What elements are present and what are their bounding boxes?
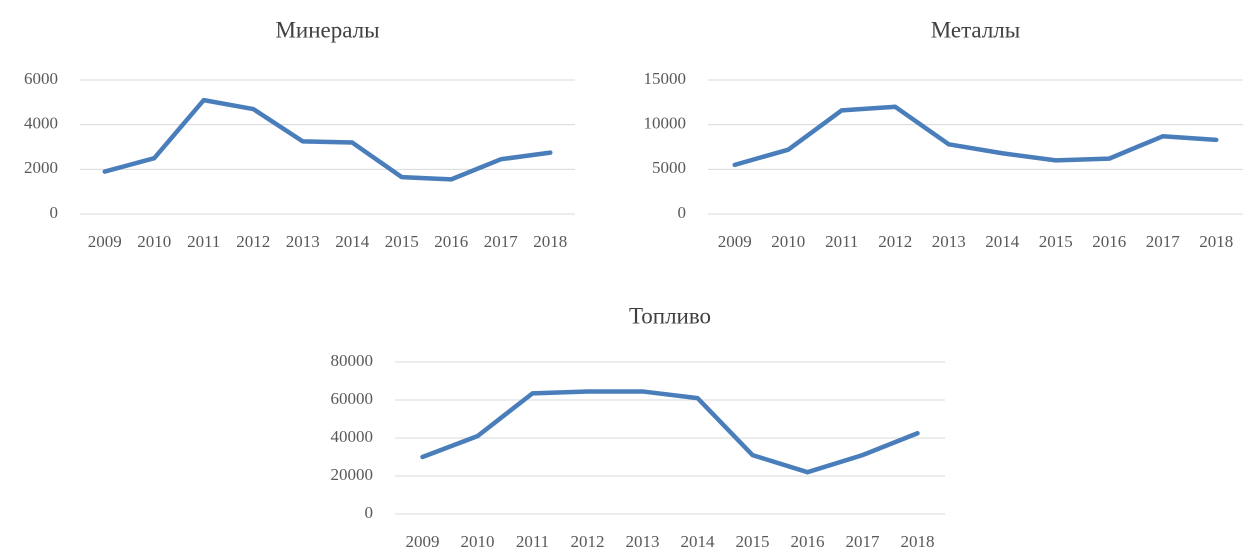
y-tick-label: 10000 — [644, 114, 687, 133]
x-tick-label: 2009 — [88, 232, 122, 251]
series-line — [420, 389, 920, 475]
x-tick-label: 2017 — [484, 232, 519, 251]
y-tick-label: 60000 — [331, 389, 374, 408]
x-tick-label: 2010 — [461, 532, 495, 549]
y-tick-label: 0 — [50, 203, 59, 222]
x-tick-label: 2018 — [533, 232, 567, 251]
x-tick-label: 2013 — [626, 532, 660, 549]
x-tick-label: 2018 — [1199, 232, 1233, 251]
x-tick-label: 2009 — [406, 532, 440, 549]
y-tick-label: 40000 — [331, 427, 374, 446]
x-tick-label: 2014 — [985, 232, 1020, 251]
x-tick-label: 2015 — [736, 532, 770, 549]
y-tick-label: 80000 — [331, 351, 374, 370]
chart-title: Минералы — [275, 17, 379, 42]
x-tick-label: 2011 — [187, 232, 220, 251]
y-tick-label: 2000 — [24, 158, 58, 177]
x-tick-label: 2010 — [771, 232, 805, 251]
x-tick-label: 2017 — [1146, 232, 1181, 251]
x-tick-label: 2009 — [718, 232, 752, 251]
x-tick-label: 2014 — [335, 232, 370, 251]
x-tick-label: 2016 — [791, 532, 825, 549]
x-tick-label: 2017 — [846, 532, 881, 549]
y-tick-label: 0 — [678, 203, 687, 222]
y-tick-label: 5000 — [652, 158, 686, 177]
x-tick-label: 2012 — [571, 532, 605, 549]
y-tick-label: 6000 — [24, 69, 58, 88]
x-tick-label: 2014 — [681, 532, 716, 549]
x-tick-label: 2013 — [932, 232, 966, 251]
x-tick-label: 2010 — [137, 232, 171, 251]
chart-title: Металлы — [931, 17, 1021, 42]
x-tick-label: 2012 — [878, 232, 912, 251]
series-line — [732, 104, 1219, 168]
x-tick-label: 2016 — [434, 232, 468, 251]
y-tick-label: 15000 — [644, 69, 687, 88]
series-line — [102, 97, 553, 182]
x-tick-label: 2015 — [1039, 232, 1073, 251]
x-tick-label: 2013 — [286, 232, 320, 251]
y-tick-label: 0 — [365, 503, 374, 522]
x-tick-label: 2011 — [825, 232, 858, 251]
chart-title: Топливо — [629, 303, 711, 328]
x-tick-label: 2018 — [901, 532, 935, 549]
y-tick-label: 20000 — [331, 465, 374, 484]
y-tick-label: 4000 — [24, 114, 58, 133]
x-tick-label: 2015 — [385, 232, 419, 251]
x-tick-label: 2012 — [236, 232, 270, 251]
x-tick-label: 2016 — [1092, 232, 1126, 251]
x-tick-label: 2011 — [516, 532, 549, 549]
